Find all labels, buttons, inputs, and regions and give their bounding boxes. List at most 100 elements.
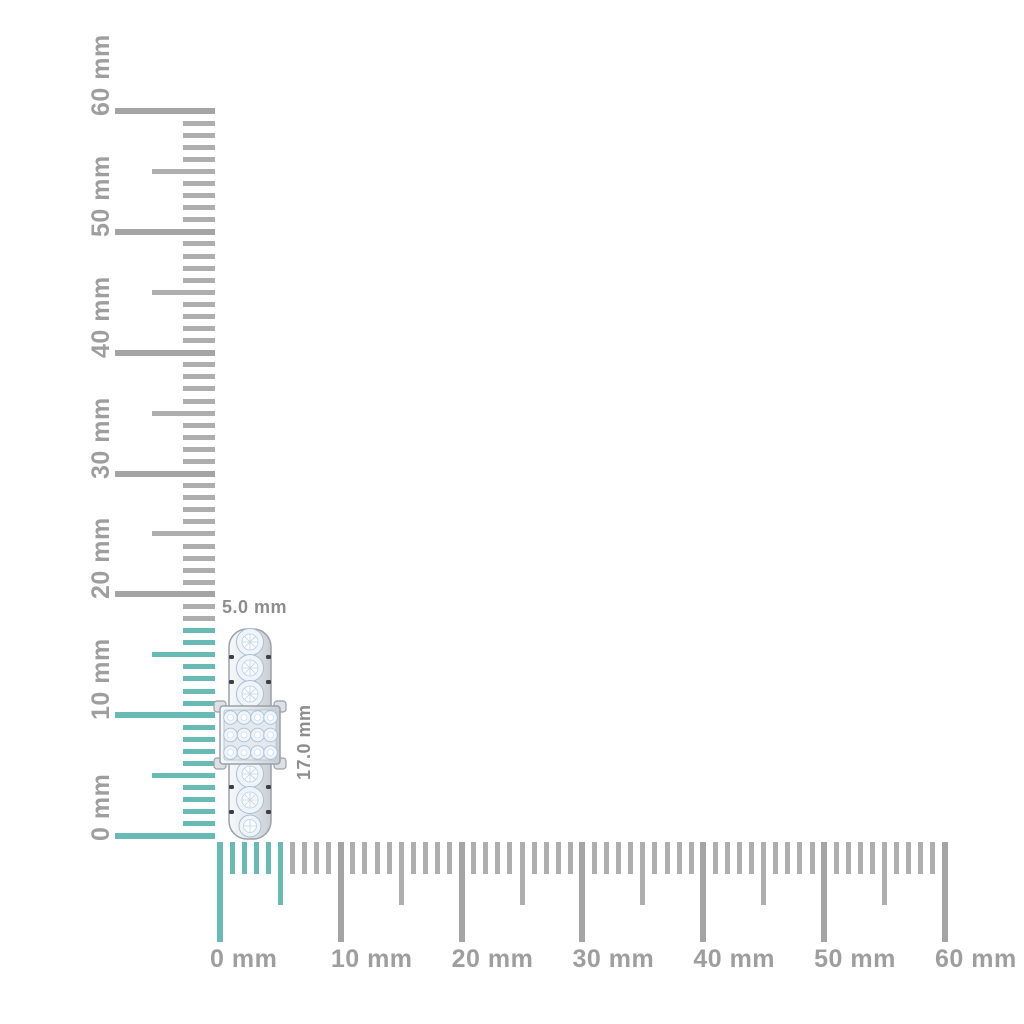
- horizontal-ruler-tick-major-0mm: [217, 842, 223, 942]
- horizontal-ruler-tick-minor-23mm: [495, 842, 501, 874]
- vertical-ruler-tick-minor-33mm: [183, 434, 215, 440]
- vertical-ruler-tick-minor-42mm: [183, 326, 215, 331]
- vertical-ruler-tick-minor-52mm: [183, 205, 215, 211]
- horizontal-ruler-tick-minor-6mm: [289, 842, 295, 874]
- vertical-ruler-tick-minor-12mm: [183, 688, 215, 694]
- horizontal-ruler-label-60mm: 60 mm: [934, 945, 1017, 973]
- horizontal-ruler-label-0mm: 0 mm: [210, 945, 278, 973]
- vertical-ruler-tick-minor-7mm: [183, 748, 215, 754]
- vertical-ruler-tick-minor-23mm: [183, 555, 215, 561]
- horizontal-ruler-tick-minor-19mm: [447, 842, 453, 874]
- vertical-ruler-tick-minor-39mm: [183, 362, 215, 368]
- vertical-ruler-tick-major-20mm: [115, 591, 215, 598]
- vertical-ruler-tick-minor-37mm: [183, 386, 215, 392]
- horizontal-ruler-label-40mm: 40 mm: [693, 945, 776, 973]
- horizontal-ruler-tick-minor-57mm: [906, 842, 912, 874]
- horizontal-ruler-tick-minor-1mm: [229, 842, 235, 874]
- vertical-ruler-tick-minor-34mm: [183, 422, 215, 428]
- horizontal-ruler-tick-medium-45mm: [761, 842, 767, 905]
- vertical-ruler-tick-major-50mm: [115, 228, 215, 235]
- vertical-ruler-tick-minor-4mm: [183, 785, 215, 791]
- horizontal-ruler-tick-minor-34mm: [628, 842, 634, 874]
- horizontal-ruler-tick-minor-41mm: [712, 842, 718, 874]
- vertical-ruler-label-0mm: 0 mm: [87, 773, 115, 841]
- vertical-ruler-tick-minor-57mm: [183, 144, 215, 150]
- vertical-ruler-tick-minor-32mm: [183, 446, 215, 452]
- horizontal-ruler-tick-minor-8mm: [314, 842, 320, 874]
- vertical-ruler-tick-minor-24mm: [183, 543, 215, 549]
- diamond-ring-image: [213, 628, 287, 840]
- vertical-ruler-tick-medium-25mm: [152, 531, 215, 537]
- item-width-label: 5.0 mm: [222, 597, 288, 617]
- vertical-ruler-tick-medium-45mm: [152, 289, 215, 295]
- vertical-ruler-label-40mm: 40 mm: [87, 275, 115, 358]
- horizontal-ruler-tick-minor-28mm: [555, 842, 561, 874]
- horizontal-ruler-tick-minor-24mm: [507, 842, 513, 874]
- vertical-ruler-label-30mm: 30 mm: [87, 396, 115, 479]
- vertical-ruler-tick-major-30mm: [115, 470, 215, 477]
- vertical-ruler-tick-minor-56mm: [183, 156, 215, 162]
- horizontal-ruler-tick-medium-15mm: [398, 842, 404, 905]
- horizontal-ruler-tick-minor-32mm: [604, 842, 610, 874]
- horizontal-ruler-tick-major-40mm: [700, 842, 707, 942]
- vertical-ruler-tick-minor-1mm: [183, 821, 215, 827]
- vertical-ruler-tick-minor-2mm: [183, 809, 215, 815]
- vertical-ruler-tick-minor-36mm: [183, 398, 215, 404]
- vertical-ruler-tick-minor-6mm: [183, 761, 215, 766]
- vertical-ruler-tick-minor-59mm: [183, 120, 215, 126]
- horizontal-ruler-tick-minor-26mm: [531, 842, 537, 874]
- vertical-ruler-tick-medium-5mm: [152, 773, 215, 779]
- horizontal-ruler-tick-minor-49mm: [809, 842, 815, 874]
- vertical-ruler-tick-minor-21mm: [183, 579, 215, 585]
- horizontal-ruler-tick-minor-13mm: [374, 842, 380, 874]
- horizontal-ruler-tick-minor-21mm: [471, 842, 477, 874]
- horizontal-ruler-tick-major-20mm: [458, 842, 465, 942]
- vertical-ruler-tick-minor-28mm: [183, 495, 215, 501]
- horizontal-ruler-tick-minor-37mm: [664, 842, 670, 874]
- vertical-ruler-tick-minor-16mm: [183, 640, 215, 646]
- vertical-ruler-tick-major-10mm: [115, 712, 215, 719]
- horizontal-ruler-tick-medium-5mm: [277, 842, 283, 905]
- horizontal-ruler-tick-major-30mm: [579, 842, 586, 942]
- horizontal-ruler-tick-minor-36mm: [652, 842, 658, 874]
- horizontal-ruler-tick-minor-2mm: [241, 842, 247, 874]
- vertical-ruler-tick-minor-18mm: [183, 616, 215, 621]
- horizontal-ruler-tick-minor-7mm: [302, 842, 308, 874]
- horizontal-ruler-tick-minor-59mm: [930, 842, 936, 874]
- horizontal-ruler-tick-minor-39mm: [688, 842, 694, 874]
- horizontal-ruler-tick-minor-46mm: [773, 842, 779, 874]
- vertical-ruler-tick-minor-44mm: [183, 301, 215, 307]
- vertical-ruler-label-50mm: 50 mm: [87, 155, 115, 237]
- horizontal-ruler-tick-minor-16mm: [410, 842, 416, 874]
- horizontal-ruler-tick-minor-22mm: [483, 842, 489, 874]
- horizontal-ruler-tick-major-10mm: [337, 842, 344, 942]
- horizontal-ruler-tick-minor-52mm: [845, 842, 851, 874]
- vertical-ruler-tick-minor-13mm: [183, 676, 215, 682]
- horizontal-ruler-tick-minor-58mm: [918, 842, 924, 874]
- horizontal-ruler-tick-minor-14mm: [386, 842, 392, 874]
- horizontal-ruler-tick-minor-44mm: [749, 842, 755, 874]
- vertical-ruler-tick-minor-53mm: [183, 193, 215, 199]
- vertical-ruler-tick-minor-14mm: [183, 664, 215, 670]
- horizontal-ruler-tick-minor-4mm: [265, 842, 271, 874]
- vertical-ruler-tick-minor-3mm: [183, 797, 215, 803]
- vertical-ruler-tick-minor-54mm: [183, 181, 215, 187]
- vertical-ruler-tick-minor-47mm: [183, 265, 215, 271]
- vertical-ruler-tick-medium-15mm: [152, 652, 215, 658]
- horizontal-ruler-tick-medium-25mm: [519, 842, 525, 905]
- vertical-ruler-tick-minor-27mm: [183, 507, 215, 513]
- horizontal-ruler-tick-medium-35mm: [640, 842, 646, 905]
- horizontal-ruler-tick-minor-54mm: [869, 842, 875, 874]
- vertical-ruler-tick-minor-8mm: [183, 736, 215, 742]
- horizontal-ruler-tick-major-50mm: [821, 842, 828, 942]
- horizontal-ruler-label-50mm: 50 mm: [814, 945, 896, 973]
- vertical-ruler-tick-minor-41mm: [183, 338, 215, 344]
- horizontal-ruler-tick-minor-48mm: [797, 842, 803, 874]
- vertical-ruler-tick-medium-55mm: [152, 168, 215, 174]
- vertical-ruler-tick-minor-48mm: [183, 253, 215, 259]
- horizontal-ruler-tick-minor-51mm: [833, 842, 839, 874]
- vertical-ruler-tick-minor-31mm: [183, 458, 215, 464]
- vertical-ruler-tick-minor-26mm: [183, 519, 215, 525]
- horizontal-ruler-label-30mm: 30 mm: [572, 945, 655, 973]
